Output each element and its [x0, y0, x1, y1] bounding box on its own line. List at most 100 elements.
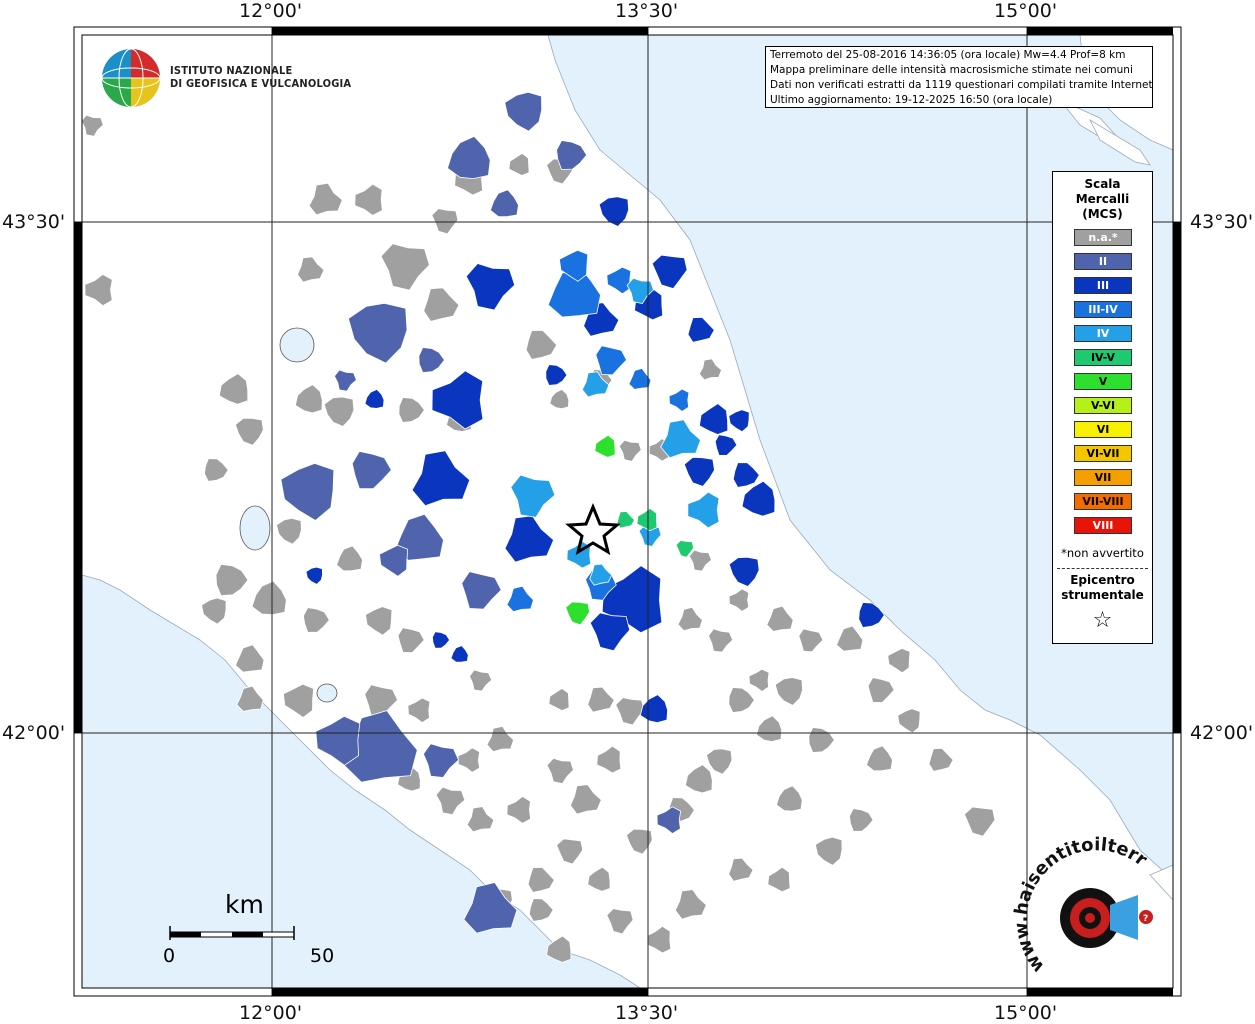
municipality-area [776, 785, 803, 812]
municipality-area [688, 549, 712, 572]
ingv-logo-text: ISTITUTO NAZIONALE DI GEOFISICA E VULCAN… [170, 64, 351, 90]
municipality-area [308, 182, 343, 216]
municipality-area [431, 370, 484, 430]
legend-epicentre-line-2: strumentale [1061, 588, 1144, 602]
municipality-area [732, 462, 760, 488]
municipality-area [315, 715, 361, 766]
municipality-area [683, 456, 715, 487]
ingv-line-2: DI GEOFISICA E VULCANOLOGIA [170, 77, 352, 90]
legend-item-vi-vii: VI-VII [1074, 445, 1132, 462]
municipality-area [504, 515, 555, 563]
municipality-area [767, 866, 791, 893]
info-line-1: Terremoto del 25-08-2016 14:36:05 (ora l… [770, 49, 1126, 61]
municipality-area [465, 263, 516, 311]
municipality-area [798, 628, 824, 653]
municipality-area [380, 243, 430, 291]
municipality-area [587, 866, 611, 892]
municipality-area [596, 745, 622, 774]
municipality-area [558, 249, 589, 282]
municipality-area [422, 743, 460, 778]
municipality-area [646, 925, 672, 954]
municipality-area [506, 795, 532, 824]
municipality-area [674, 889, 707, 920]
municipality-area [677, 606, 703, 632]
municipality-area [636, 507, 658, 532]
municipality-area [378, 544, 409, 577]
municipality-area [506, 585, 534, 613]
municipality-area [302, 607, 330, 633]
legend-item-iii-iv: III-IV [1074, 301, 1132, 318]
municipality-area [728, 588, 750, 612]
municipality-area [546, 935, 572, 963]
municipality-area [336, 545, 364, 572]
municipality-area [728, 857, 754, 882]
coord-top-1: 12°00' [239, 0, 303, 22]
municipality-area [435, 786, 466, 816]
municipality-area [84, 273, 113, 307]
legend-item-vii-viii: VII-VIII [1074, 493, 1132, 510]
municipality-area [626, 277, 654, 305]
municipality-area [598, 196, 630, 227]
legend-item-iv: IV [1074, 325, 1132, 342]
coord-bottom-2: 13°30' [615, 1002, 679, 1024]
municipality-area [549, 388, 570, 410]
municipality-area [616, 511, 635, 529]
legend-note: *non avvertito [1061, 546, 1144, 560]
municipality-area [606, 266, 632, 295]
municipality-area [963, 806, 996, 837]
municipality-area [589, 563, 613, 586]
scale-end: 50 [310, 945, 335, 967]
municipality-area [548, 687, 570, 712]
municipality-area [556, 140, 588, 170]
coord-left-1: 43°30' [2, 211, 66, 233]
coord-bottom-3: 15°00' [994, 1002, 1058, 1024]
coord-right-2: 42°00' [1190, 722, 1254, 744]
legend-title-line-3: (MCS) [1082, 207, 1123, 221]
municipality-area [675, 540, 695, 558]
coord-left-2: 42°00' [2, 722, 66, 744]
municipality-area [510, 474, 556, 518]
municipality-area [728, 687, 755, 713]
municipality-area [766, 605, 794, 632]
municipality-area [466, 806, 495, 833]
municipality-area [708, 628, 734, 653]
municipality-area [556, 838, 584, 865]
municipality-area [504, 91, 543, 132]
municipality-area [411, 450, 471, 507]
municipality-area [397, 627, 425, 654]
legend-item-viii: VIII [1074, 517, 1132, 534]
svg-text:?: ? [1143, 914, 1148, 924]
municipality-area [706, 748, 733, 775]
legend-item-vii: VII [1074, 469, 1132, 486]
municipality-area [431, 631, 451, 649]
municipality-area [236, 685, 264, 712]
municipality-area [364, 388, 385, 409]
municipality-area [218, 373, 249, 405]
municipality-area [848, 808, 874, 832]
haisentito-logo-icon: ? [1060, 888, 1153, 948]
municipality-area [431, 208, 459, 235]
map-frame [73, 26, 1182, 997]
municipality-area [606, 908, 634, 935]
municipality-area [354, 183, 383, 216]
scale-bar [169, 926, 295, 940]
info-line-2: Mappa preliminare delle intensità macros… [770, 64, 1133, 76]
legend-item-vi: VI [1074, 421, 1132, 438]
graticule [74, 27, 1181, 996]
municipality-area [628, 367, 652, 390]
municipality-area [651, 254, 688, 290]
epicentre-star-icon [565, 503, 621, 556]
municipality-area [333, 369, 357, 392]
municipality-area [698, 358, 722, 381]
event-info-box: Terremoto del 25-08-2016 14:36:05 (ora l… [765, 46, 1153, 108]
municipality-area [418, 347, 445, 373]
municipality-area [589, 612, 631, 652]
municipality-area [756, 715, 783, 742]
municipality-area [594, 434, 616, 458]
municipality-area [447, 135, 491, 180]
legend-star-icon: ☆ [1092, 608, 1113, 633]
municipality-area [235, 644, 265, 673]
municipality-area [423, 287, 460, 322]
info-line-3: Dati non verificati estratti da 1119 que… [770, 79, 1153, 91]
